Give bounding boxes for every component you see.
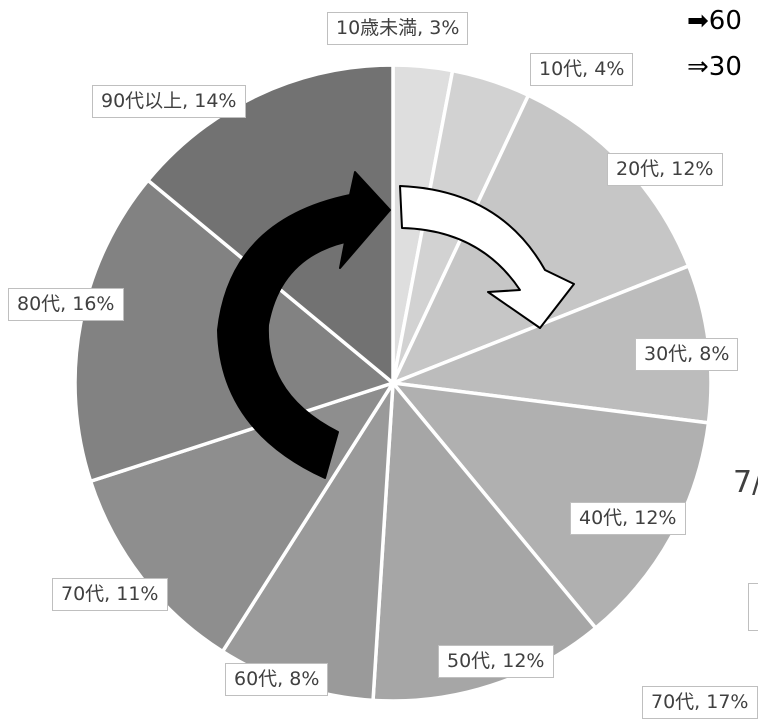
- side-text-line1: ➡60: [687, 6, 742, 36]
- slice-label-80s: 80代, 16%: [8, 288, 124, 321]
- side-text-line2: ⇒30: [687, 52, 742, 82]
- pie-slice-90s-plus: [146, 63, 395, 385]
- slice-label-10s: 10代, 4%: [530, 53, 634, 86]
- slice-label-90s-plus: 90代以上, 14%: [92, 85, 246, 118]
- slice-label-under-10: 10歳未満, 3%: [327, 12, 469, 45]
- slice-label-40s: 40代, 12%: [570, 502, 686, 535]
- slice-label-70s: 70代, 11%: [52, 578, 168, 611]
- white-clockwise-arrow: [399, 185, 575, 329]
- black-clockwise-arrow: [217, 171, 391, 479]
- slice-label-20s: 20代, 12%: [607, 153, 723, 186]
- slice-label-60s: 60代, 8%: [225, 663, 329, 696]
- pie-slice-40s: [391, 381, 711, 630]
- pie-arrows: [217, 171, 575, 479]
- clipped-box-edge: [748, 583, 758, 631]
- side-text-fragment: 7/: [733, 465, 758, 500]
- clipped-label-70s: 70代, 17%: [642, 686, 758, 719]
- pie-slice-50s: [371, 381, 598, 703]
- slice-label-30s: 30代, 8%: [635, 338, 739, 371]
- slice-label-50s: 50代, 12%: [438, 645, 554, 678]
